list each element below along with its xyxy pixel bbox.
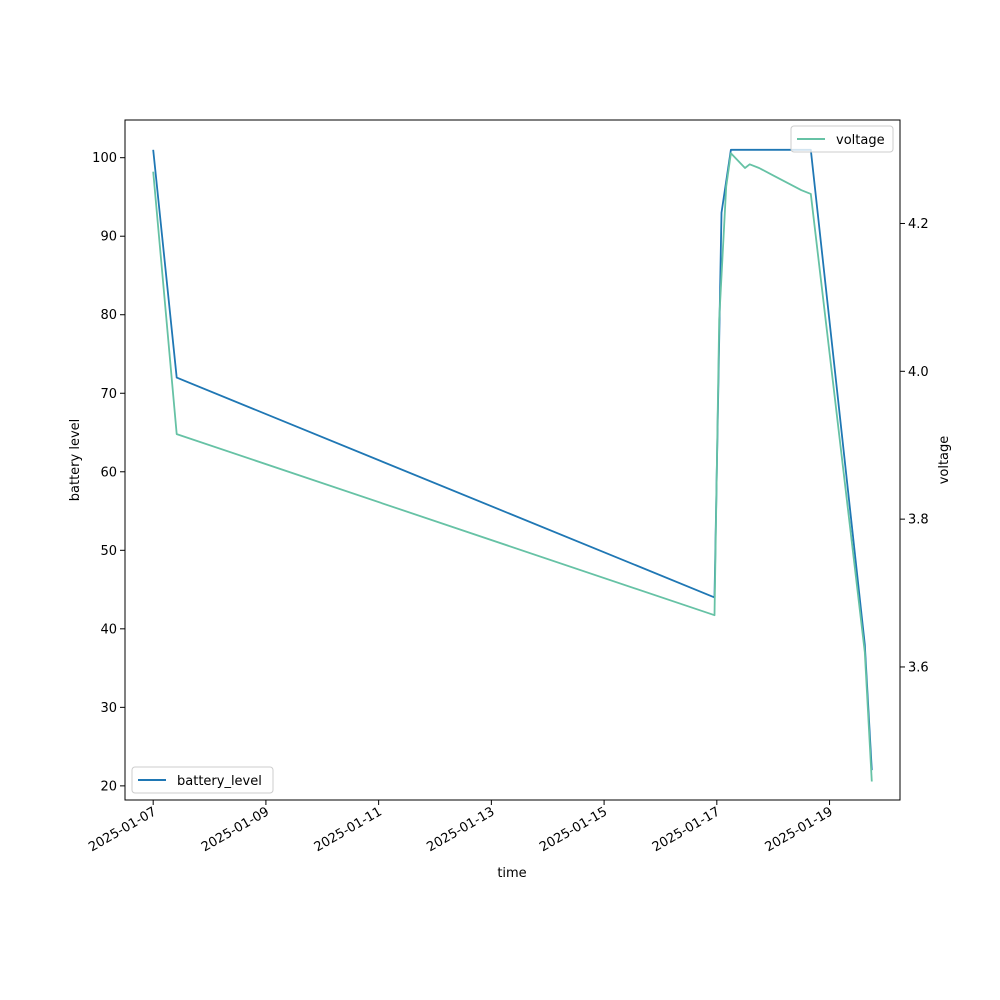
y-tick-label: 100 xyxy=(92,151,117,166)
x-tick-label: 2025-01-17 xyxy=(650,804,723,855)
y2-tick-label: 3.8 xyxy=(908,513,929,528)
legend-label-battery-level: battery_level xyxy=(177,774,262,789)
legend-battery-level: battery_level xyxy=(131,766,274,794)
legend-label-voltage: voltage xyxy=(836,133,885,148)
y-tick-label: 80 xyxy=(100,308,117,323)
y-axis-right: 3.6 3.8 4.0 4.2 xyxy=(900,217,929,675)
legend-voltage: voltage xyxy=(790,125,894,153)
x-tick-label: 2025-01-09 xyxy=(199,804,272,855)
y-tick-label: 90 xyxy=(100,230,117,245)
plot-lines xyxy=(152,148,873,782)
x-tick-label: 2025-01-19 xyxy=(763,804,836,855)
y-tick-label: 40 xyxy=(100,622,117,637)
series-line-voltage xyxy=(152,152,873,782)
y-tick-label: 50 xyxy=(100,544,117,559)
y-tick-label: 20 xyxy=(100,779,117,794)
x-tick-label: 2025-01-11 xyxy=(312,804,385,855)
x-tick-label: 2025-01-15 xyxy=(537,804,610,855)
y-axis-left: 20 30 40 50 60 70 80 90 100 xyxy=(92,151,125,794)
y2-tick-label: 4.0 xyxy=(908,365,929,380)
y-tick-label: 60 xyxy=(100,465,117,480)
x-tick-label: 2025-01-13 xyxy=(424,804,497,855)
y2-axis-title: voltage xyxy=(937,436,952,485)
y2-tick-label: 4.2 xyxy=(908,217,929,232)
x-axis-title: time xyxy=(497,866,526,881)
y-axis-title: battery level xyxy=(68,419,83,502)
x-tick-label: 2025-01-07 xyxy=(86,804,159,855)
legend-frame xyxy=(131,766,274,794)
y2-tick-label: 3.6 xyxy=(908,660,929,675)
legend-frame xyxy=(790,125,894,153)
x-axis: 2025-01-07 2025-01-09 2025-01-11 2025-01-13… xyxy=(86,800,836,855)
y-tick-label: 30 xyxy=(100,701,117,716)
y-tick-label: 70 xyxy=(100,387,117,402)
plot-frame xyxy=(124,119,901,801)
series-line-battery-level xyxy=(152,148,873,771)
